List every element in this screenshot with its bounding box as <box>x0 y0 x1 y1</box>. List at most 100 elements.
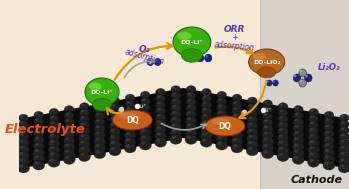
Text: DQ-Li⁺: DQ-Li⁺ <box>180 40 203 44</box>
Ellipse shape <box>126 114 130 116</box>
Ellipse shape <box>186 104 196 112</box>
Ellipse shape <box>295 113 298 115</box>
Ellipse shape <box>263 144 268 147</box>
Text: DQ: DQ <box>126 116 139 125</box>
Ellipse shape <box>205 54 212 62</box>
Ellipse shape <box>202 139 206 142</box>
Ellipse shape <box>310 122 314 124</box>
Ellipse shape <box>140 122 151 131</box>
Ellipse shape <box>277 133 289 142</box>
Ellipse shape <box>185 135 197 144</box>
Ellipse shape <box>111 123 115 125</box>
Ellipse shape <box>81 134 84 137</box>
Ellipse shape <box>310 140 314 143</box>
Text: O₂: O₂ <box>139 46 150 54</box>
Ellipse shape <box>49 108 59 116</box>
Ellipse shape <box>111 110 115 113</box>
Ellipse shape <box>18 120 29 128</box>
Ellipse shape <box>171 98 181 106</box>
Ellipse shape <box>49 121 59 129</box>
Ellipse shape <box>18 126 29 135</box>
Ellipse shape <box>299 70 302 73</box>
Ellipse shape <box>232 112 242 121</box>
Ellipse shape <box>203 102 206 104</box>
Ellipse shape <box>279 116 283 119</box>
Ellipse shape <box>217 141 222 145</box>
Ellipse shape <box>155 107 166 115</box>
Ellipse shape <box>341 134 344 136</box>
Ellipse shape <box>35 119 39 121</box>
Ellipse shape <box>340 114 349 122</box>
Text: adsorption: adsorption <box>124 47 165 67</box>
Text: e⁻: e⁻ <box>240 111 247 115</box>
Ellipse shape <box>246 146 258 156</box>
Ellipse shape <box>277 152 289 161</box>
Ellipse shape <box>200 131 212 141</box>
Ellipse shape <box>33 148 44 157</box>
Ellipse shape <box>294 143 298 146</box>
Ellipse shape <box>18 139 29 147</box>
Ellipse shape <box>340 152 344 155</box>
Ellipse shape <box>140 134 151 144</box>
Ellipse shape <box>35 125 39 127</box>
Ellipse shape <box>125 112 135 121</box>
Ellipse shape <box>51 109 54 112</box>
Ellipse shape <box>49 127 59 135</box>
Ellipse shape <box>278 109 288 117</box>
Ellipse shape <box>49 139 60 148</box>
Ellipse shape <box>63 148 75 158</box>
Ellipse shape <box>310 153 314 156</box>
Ellipse shape <box>186 98 196 106</box>
Ellipse shape <box>200 137 213 147</box>
Ellipse shape <box>216 140 228 150</box>
Ellipse shape <box>33 154 45 164</box>
Ellipse shape <box>308 139 319 148</box>
Ellipse shape <box>187 136 191 139</box>
Ellipse shape <box>248 141 252 144</box>
Ellipse shape <box>264 101 268 103</box>
Ellipse shape <box>294 106 303 113</box>
Ellipse shape <box>232 94 242 102</box>
Ellipse shape <box>34 117 44 125</box>
Ellipse shape <box>308 133 319 142</box>
Ellipse shape <box>339 151 349 160</box>
Ellipse shape <box>95 112 105 120</box>
Ellipse shape <box>110 97 120 105</box>
Ellipse shape <box>264 125 268 128</box>
Ellipse shape <box>96 138 99 141</box>
Ellipse shape <box>323 154 335 164</box>
Ellipse shape <box>142 105 145 107</box>
Ellipse shape <box>232 119 243 127</box>
Ellipse shape <box>109 140 121 149</box>
Ellipse shape <box>147 58 154 66</box>
Text: Cathode: Cathode <box>291 175 343 185</box>
Ellipse shape <box>294 150 298 153</box>
Ellipse shape <box>292 142 304 152</box>
Ellipse shape <box>202 126 206 129</box>
Ellipse shape <box>279 147 283 150</box>
Ellipse shape <box>50 140 54 143</box>
Ellipse shape <box>79 152 90 161</box>
Ellipse shape <box>95 106 105 114</box>
Ellipse shape <box>155 101 166 109</box>
Ellipse shape <box>326 112 329 115</box>
Ellipse shape <box>110 109 120 117</box>
Ellipse shape <box>141 129 145 132</box>
Ellipse shape <box>181 49 202 62</box>
Ellipse shape <box>89 82 102 90</box>
Ellipse shape <box>324 136 334 145</box>
Ellipse shape <box>170 122 181 132</box>
Ellipse shape <box>246 140 258 149</box>
Ellipse shape <box>340 164 344 167</box>
Ellipse shape <box>139 140 151 150</box>
Ellipse shape <box>341 115 344 118</box>
Ellipse shape <box>325 161 329 165</box>
Ellipse shape <box>109 146 121 156</box>
Ellipse shape <box>109 134 121 143</box>
Ellipse shape <box>141 117 145 120</box>
Ellipse shape <box>142 111 145 114</box>
Ellipse shape <box>203 89 206 92</box>
Ellipse shape <box>295 125 298 128</box>
Ellipse shape <box>201 107 211 115</box>
Ellipse shape <box>218 117 222 120</box>
